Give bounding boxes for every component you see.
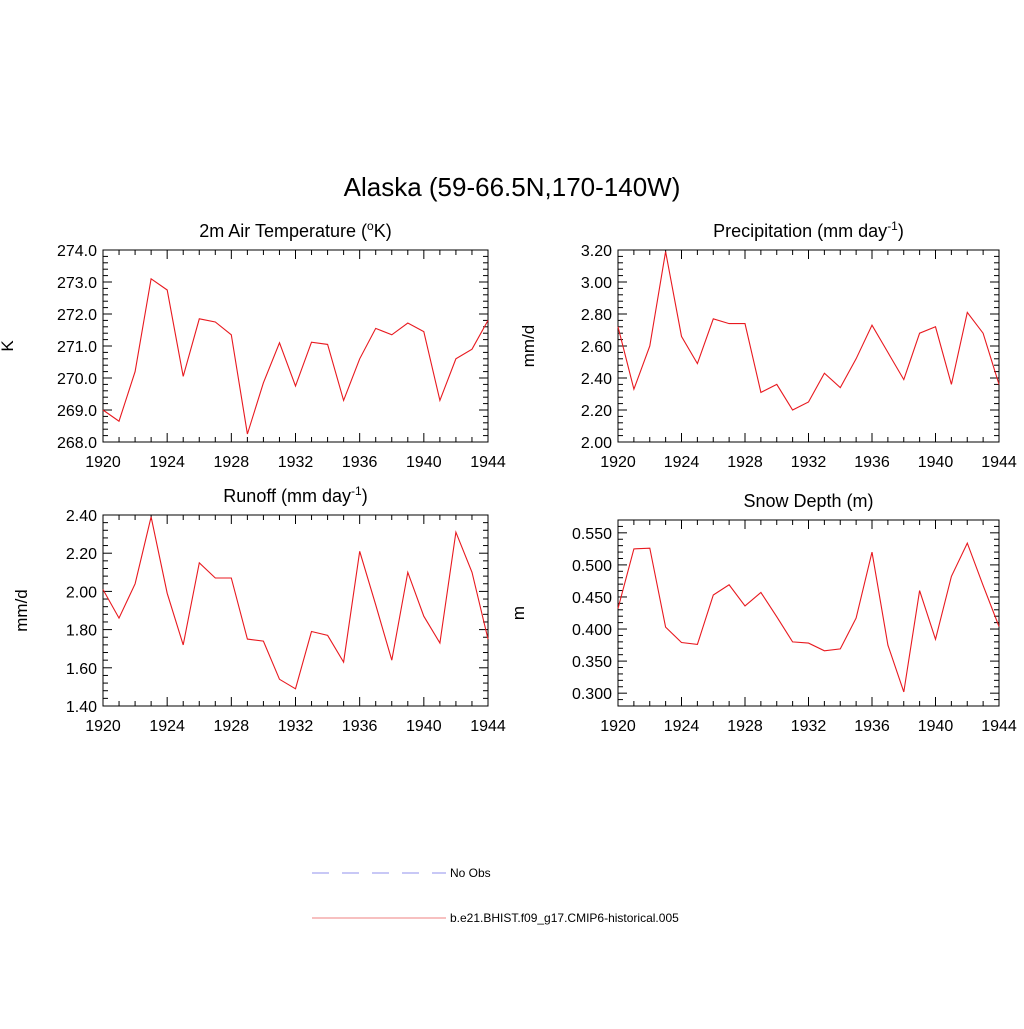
x-tick-label: 1932 <box>791 718 827 735</box>
x-tick-label: 1920 <box>85 718 121 735</box>
x-tick-label: 1932 <box>791 454 827 471</box>
y-tick-label: 1.60 <box>66 661 97 678</box>
series-line-1 <box>617 541 1000 693</box>
panel-title-suffix: ) <box>898 221 904 241</box>
y-tick-label: 1.40 <box>66 699 97 716</box>
panel-title-suffix: ) <box>362 486 368 506</box>
figure-title: Alaska (59-66.5N,170-140W) <box>344 172 681 202</box>
x-tick-label: 1920 <box>85 454 121 471</box>
y-tick-label: 0.500 <box>572 558 612 575</box>
y-tick-label: 268.0 <box>57 435 97 452</box>
y-tick-label: 0.300 <box>572 686 612 703</box>
x-tick-label: 1932 <box>278 454 314 471</box>
x-tick-label: 1944 <box>981 718 1017 735</box>
y-tick-label: 2.00 <box>66 584 97 601</box>
y-tick-label: 270.0 <box>57 371 97 388</box>
y-tick-label: 1.80 <box>66 623 97 640</box>
x-tick-label: 1920 <box>600 454 636 471</box>
panel-2: Precipitation (mm day-1) 1920 1924 1928 1932… <box>519 219 1017 471</box>
x-tick-label: 1936 <box>342 454 378 471</box>
x-tick-label: 1928 <box>727 454 763 471</box>
panel-title-superscript: -1 <box>887 219 898 233</box>
y-tick-label: 0.550 <box>572 526 612 543</box>
y-tick-label: 2.20 <box>66 546 97 563</box>
legend: No Obs b.e21.BHIST.f09_g17.CMIP6-historic… <box>312 866 679 925</box>
panel-3: Runoff (mm day-1) 1920 1924 1928 1932 1936 194… <box>12 484 506 735</box>
y-axis-label: K <box>0 340 17 352</box>
series-line-1 <box>617 251 1000 411</box>
y-tick-label: 2.40 <box>581 371 612 388</box>
panel-title: Snow Depth (m) <box>743 491 873 511</box>
x-tick-label: 1928 <box>214 454 250 471</box>
x-tick-label: 1944 <box>470 454 506 471</box>
x-tick-label: 1944 <box>981 454 1017 471</box>
x-tick-label: 1924 <box>149 718 185 735</box>
x-tick-label: 1940 <box>406 454 442 471</box>
y-axis-label: mm/d <box>12 589 31 632</box>
y-tick-label: 271.0 <box>57 339 97 356</box>
x-tick-label: 1936 <box>854 718 890 735</box>
panel-title: Precipitation (mm day-1) <box>713 219 904 241</box>
series-line-1 <box>102 516 489 690</box>
panel-title: 2m Air Temperature (oK) <box>199 219 391 241</box>
y-tick-label: 273.0 <box>57 275 97 292</box>
panel-title-suffix: K) <box>374 221 392 241</box>
y-tick-label: 0.350 <box>572 654 612 671</box>
y-tick-label: 0.450 <box>572 590 612 607</box>
x-tick-label: 1944 <box>470 718 506 735</box>
legend-label-1: No Obs <box>450 866 491 880</box>
y-tick-label: 3.00 <box>581 275 612 292</box>
plot-frame <box>102 249 489 443</box>
y-tick-label: 269.0 <box>57 403 97 420</box>
plot-frame <box>617 249 1000 443</box>
y-tick-label: 2.80 <box>581 307 612 324</box>
x-tick-label: 1920 <box>600 718 636 735</box>
y-tick-label: 2.00 <box>581 435 612 452</box>
x-tick-label: 1940 <box>918 718 954 735</box>
y-tick-label: 272.0 <box>57 307 97 324</box>
series-line-1 <box>102 277 489 435</box>
y-tick-label: 2.20 <box>581 403 612 420</box>
x-tick-label: 1936 <box>342 718 378 735</box>
x-tick-label: 1928 <box>727 718 763 735</box>
x-tick-label: 1932 <box>278 718 314 735</box>
x-tick-label: 1940 <box>918 454 954 471</box>
y-axis-label: mm/d <box>519 325 538 368</box>
y-tick-label: 3.20 <box>581 243 612 260</box>
panel-title: Runoff (mm day-1) <box>223 484 367 506</box>
y-tick-label: 274.0 <box>57 243 97 260</box>
panel-title-superscript: -1 <box>351 484 362 498</box>
y-axis-label: m <box>509 606 528 620</box>
legend-label-2: b.e21.BHIST.f09_g17.CMIP6-historical.005 <box>450 911 679 925</box>
x-tick-label: 1924 <box>664 718 700 735</box>
y-tick-label: 2.60 <box>581 339 612 356</box>
panels: 2m Air Temperature (oK) 1920 1924 1928 1932 1… <box>0 219 1017 735</box>
y-tick-label: 2.40 <box>66 508 97 525</box>
panel-4: Snow Depth (m) 1920 1924 1928 1932 1936 1940 19… <box>509 491 1017 735</box>
panel-1: 2m Air Temperature (oK) 1920 1924 1928 1932 1… <box>0 219 506 471</box>
x-tick-label: 1924 <box>664 454 700 471</box>
x-tick-label: 1928 <box>214 718 250 735</box>
x-tick-label: 1924 <box>149 454 185 471</box>
panel-title-superscript: o <box>367 219 374 233</box>
x-tick-label: 1940 <box>406 718 442 735</box>
x-tick-label: 1936 <box>854 454 890 471</box>
plot-frame <box>102 514 489 707</box>
y-tick-label: 0.400 <box>572 622 612 639</box>
